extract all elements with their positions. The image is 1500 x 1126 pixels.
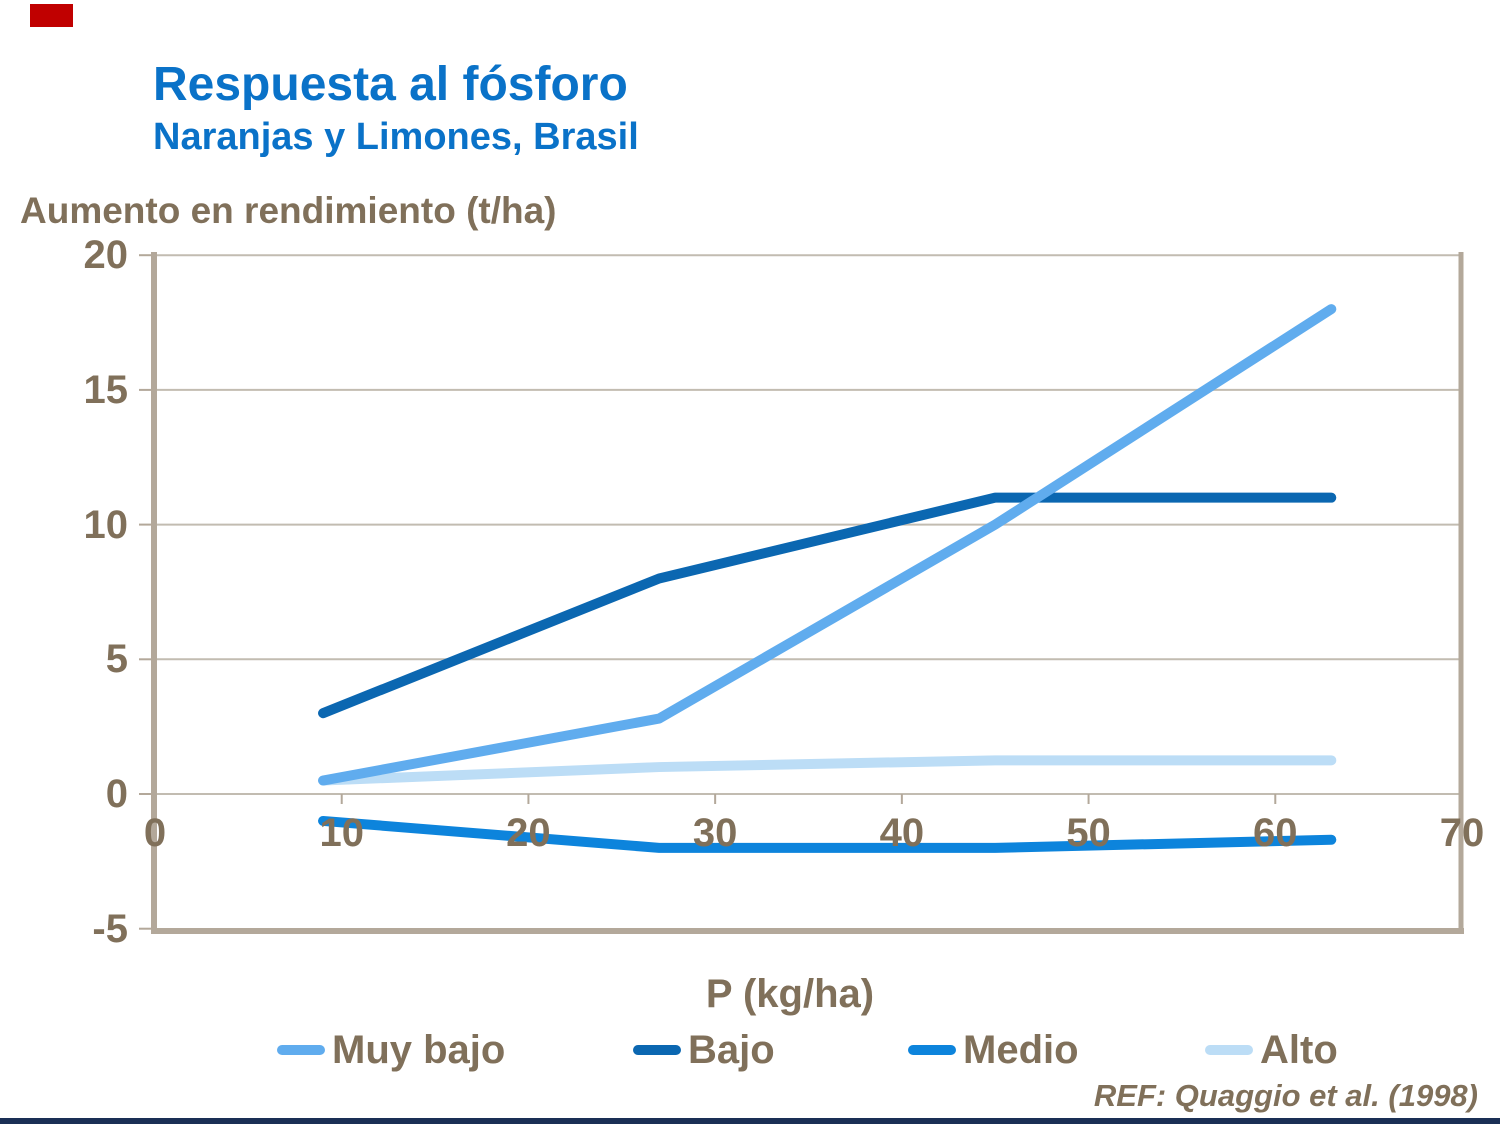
x-tick-label: 30	[692, 811, 738, 855]
series-line-muy-bajo	[318, 304, 1337, 786]
x-tick-label: 70	[1439, 811, 1485, 855]
legend-label-alto: Alto	[1260, 1028, 1338, 1072]
x-axis-title: P (kg/ha)	[705, 972, 875, 1016]
y-tick-label: 20	[83, 233, 129, 278]
legend-item-bajo: Bajo	[633, 1028, 775, 1072]
legend-swatch-medio	[908, 1045, 956, 1055]
x-tick-label: 60	[1253, 811, 1298, 855]
red-accent-square	[30, 4, 73, 27]
x-tick-label: 0	[143, 811, 167, 855]
legend-item-muy-bajo: Muy bajo	[277, 1028, 505, 1072]
x-tick-label: 40	[879, 811, 925, 855]
x-tick-label: 20	[506, 811, 551, 855]
x-tick-label: 10	[319, 811, 364, 855]
y-axis-title: Aumento en rendimiento (t/ha)	[20, 190, 557, 231]
y-tick-label: 15	[83, 367, 129, 412]
legend-label-muy-bajo: Muy bajo	[332, 1028, 506, 1072]
legend-label-medio: Medio	[963, 1028, 1079, 1072]
y-tick-label: -5	[92, 906, 128, 951]
legend-item-medio: Medio	[908, 1028, 1079, 1072]
y-tick-label: 10	[83, 502, 129, 547]
series-line-bajo	[318, 492, 1337, 719]
y-tick-label: 5	[105, 637, 128, 682]
chart-title: Respuesta al fósforo	[153, 58, 628, 111]
legend-item-alto: Alto	[1205, 1028, 1338, 1072]
legend-swatch-muy-bajo	[277, 1045, 325, 1055]
series-line-alto	[318, 755, 1337, 786]
series-line-medio	[318, 815, 1337, 853]
legend-swatch-alto	[1205, 1045, 1253, 1055]
legend-swatch-bajo	[633, 1045, 681, 1055]
chart-subtitle: Naranjas y Limones, Brasil	[153, 116, 639, 158]
footer-bar	[0, 1118, 1500, 1124]
y-tick-label: 0	[105, 772, 128, 816]
reference-citation: REF: Quaggio et al. (1998)	[1093, 1078, 1478, 1113]
legend-label-bajo: Bajo	[688, 1028, 775, 1072]
x-tick-label: 50	[1066, 811, 1111, 855]
